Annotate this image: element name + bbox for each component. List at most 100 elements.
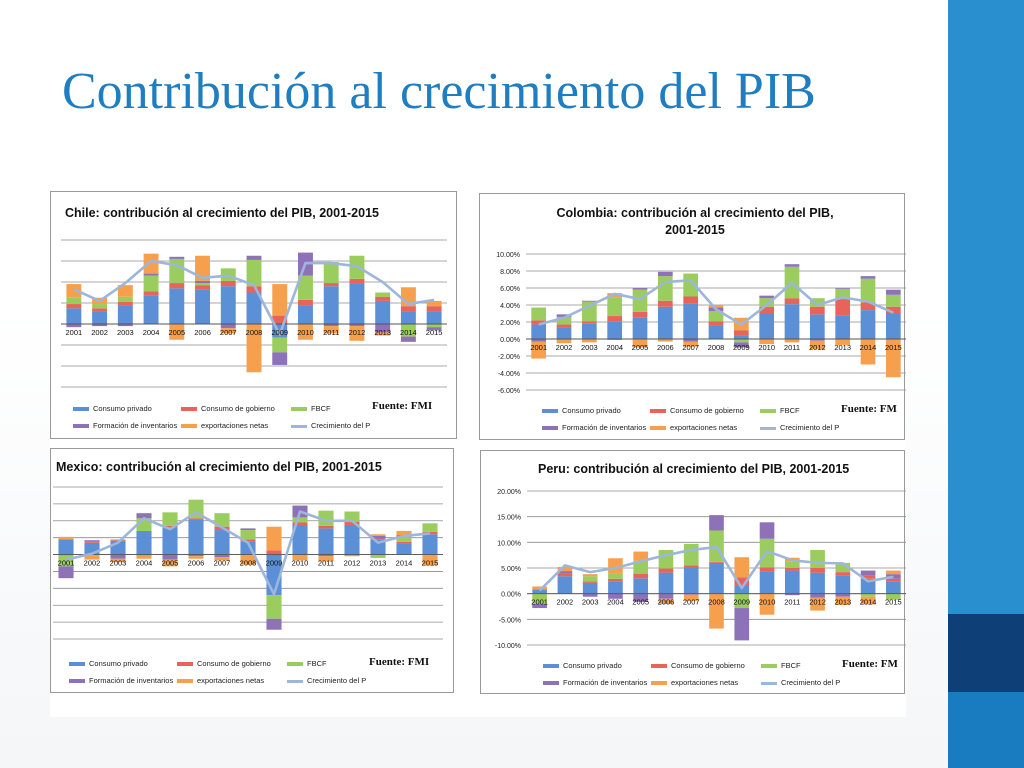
bar-segment [734, 593, 750, 609]
x-tick-label: 2010 [759, 598, 776, 607]
x-tick-label: 2010 [758, 343, 775, 352]
bar-segment [240, 530, 256, 540]
bar-segment [886, 593, 901, 600]
bar-segment [344, 525, 360, 555]
x-tick-label: 2011 [784, 343, 800, 352]
bar-segment [733, 335, 749, 339]
bar-segment [531, 307, 547, 321]
legend-swatch [177, 679, 193, 684]
bar-segment [143, 295, 159, 324]
bar-segment [422, 534, 438, 555]
x-tick-label: 2014 [860, 343, 877, 352]
bar-segment [136, 513, 152, 519]
x-tick-label: 2001 [66, 328, 83, 337]
x-tick-label: 2005 [632, 343, 649, 352]
legend-item-inventarios: Formación de inventarios [73, 421, 177, 430]
bar-segment [784, 304, 800, 339]
bar-segment [136, 530, 152, 555]
bar-segment [349, 326, 365, 341]
bar-segment [188, 554, 204, 557]
legend-label: Formación de inventarios [562, 423, 647, 432]
bar-segment [860, 575, 876, 579]
bar-segment [195, 283, 210, 286]
x-tick-label: 2008 [240, 559, 257, 568]
bar-segment [58, 539, 74, 555]
bar-segment [110, 558, 126, 563]
chart-legend: Consumo privado Consumo de gobierno FBCF… [51, 192, 458, 440]
bar-segment [608, 578, 623, 582]
legend-swatch [291, 424, 307, 428]
bar-segment [117, 305, 133, 324]
bar-segment [885, 313, 901, 339]
bar-segment [556, 316, 572, 325]
bar-segment [708, 325, 724, 339]
bar-segment [240, 554, 256, 565]
bar-segment [734, 557, 750, 578]
y-tick-label: 4.00% [500, 303, 520, 310]
bar-segment [784, 561, 800, 568]
x-tick-label: 2010 [297, 328, 314, 337]
bar-segment [860, 593, 876, 597]
bar-segment [657, 300, 673, 307]
bar-segment [400, 306, 416, 312]
bar-segment [810, 572, 825, 594]
bar-segment [240, 539, 256, 542]
bar-segment [426, 327, 442, 331]
bar-segment [162, 512, 178, 526]
bar-segment [608, 581, 623, 594]
x-tick-label: 2008 [708, 598, 725, 607]
legend-swatch [543, 681, 559, 686]
x-tick-label: 2007 [683, 598, 700, 607]
bar-segment [657, 339, 673, 342]
decorative-right-band-accent [948, 614, 1024, 692]
bar-segment [396, 530, 412, 536]
bar-segment [370, 539, 386, 555]
bar-segment [708, 321, 724, 326]
bar-segment [531, 341, 547, 359]
bar-segment [632, 288, 648, 290]
bar-segment [266, 595, 282, 619]
bar-segment [709, 562, 724, 594]
y-tick-label: 10.00% [497, 540, 521, 547]
x-tick-label: 2014 [860, 598, 877, 607]
x-tick-label: 2011 [323, 328, 339, 337]
chart-source: Fuente: FMI [369, 656, 430, 668]
legend-swatch [73, 424, 89, 429]
legend-item-exportaciones: exportaciones netas [650, 423, 737, 432]
bar-segment [759, 306, 775, 314]
bar-segment [220, 280, 236, 287]
y-tick-label: 10.00% [496, 252, 520, 259]
bar-segment [759, 571, 775, 594]
legend-swatch [760, 409, 776, 414]
bar-segment [557, 571, 573, 574]
bar-segment [885, 294, 901, 307]
bar-segment [557, 576, 573, 594]
x-tick-label: 2008 [708, 343, 725, 352]
x-tick-label: 2006 [188, 559, 205, 568]
legend-label: exportaciones netas [201, 421, 269, 430]
x-tick-label: 2003 [582, 598, 599, 607]
bar-segment [886, 574, 901, 579]
x-tick-label: 2002 [91, 328, 108, 337]
chart-source: Fuente: FM [841, 403, 897, 415]
bar-segment [66, 308, 82, 324]
bar-segment [860, 596, 876, 605]
bar-segment [214, 513, 230, 527]
bar-segment [657, 271, 673, 277]
legend-swatch [651, 681, 667, 686]
bar-segment [117, 296, 133, 302]
bar-segment [582, 581, 598, 583]
x-tick-label: 2012 [809, 598, 826, 607]
bar-segment [885, 339, 901, 378]
bar-segment [835, 339, 851, 345]
slide-title: Contribución al crecimiento del PIB [62, 63, 816, 120]
x-tick-label: 2009 [733, 598, 750, 607]
legend-label: FBCF [780, 406, 800, 415]
y-tick-label: 15.00% [497, 515, 521, 522]
bar-segment [349, 324, 365, 327]
bar-segment [143, 291, 159, 296]
bar-segment [375, 296, 391, 301]
legend-item-crecimiento: Crecimiento del P [761, 678, 840, 687]
legend-label: Crecimiento del P [307, 676, 367, 685]
bar-segment [323, 324, 339, 327]
